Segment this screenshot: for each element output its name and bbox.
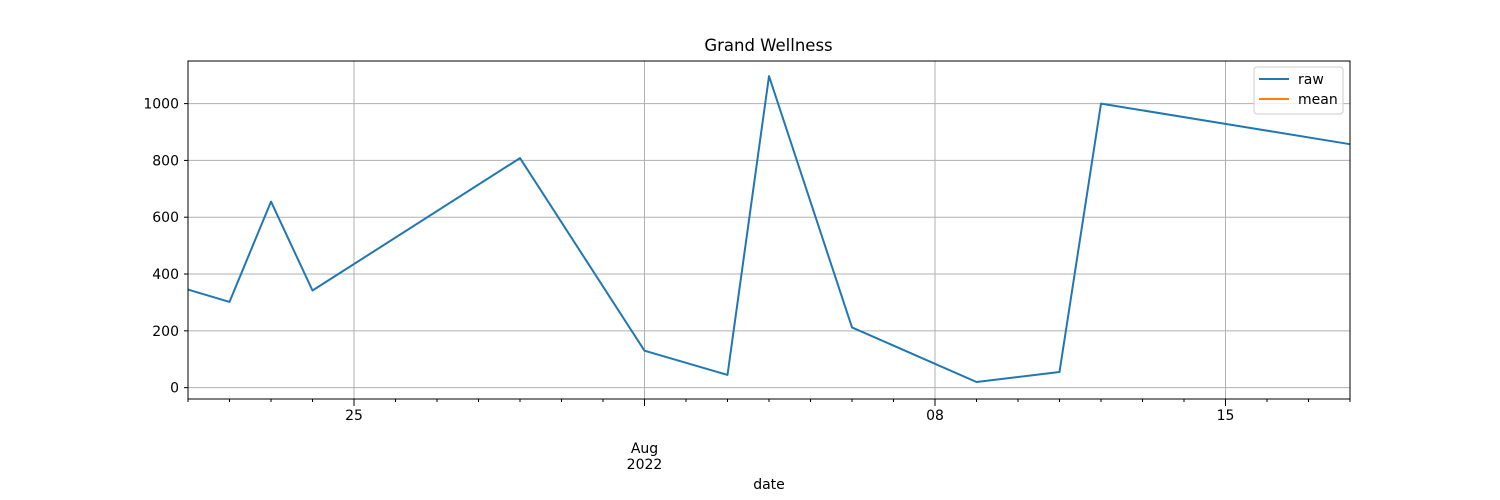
y-tick-label: 0 [170,381,179,397]
y-tick-label: 600 [152,210,179,226]
x-axis-title: date [753,477,785,493]
legend-label-raw: raw [1298,72,1324,88]
plot-frame [187,60,1351,400]
series-line-raw [187,75,1351,383]
x-tick-label: 25 [345,408,363,424]
y-tick-label: 1000 [143,97,179,113]
legend-label-mean: mean [1298,92,1338,108]
legend: raw mean [1253,66,1344,115]
x-tick-sublabel: 2022 [627,457,663,473]
x-tick-label: 08 [926,408,944,424]
x-tick-label: Aug [631,441,658,457]
x-tick-label: 15 [1217,408,1235,424]
y-tick-label: 200 [152,324,179,340]
y-tick-label: 400 [152,267,179,283]
chart-title: Grand Wellness [704,36,832,55]
grid [188,61,1350,399]
series [187,75,1351,383]
y-tick-label: 800 [152,153,179,169]
